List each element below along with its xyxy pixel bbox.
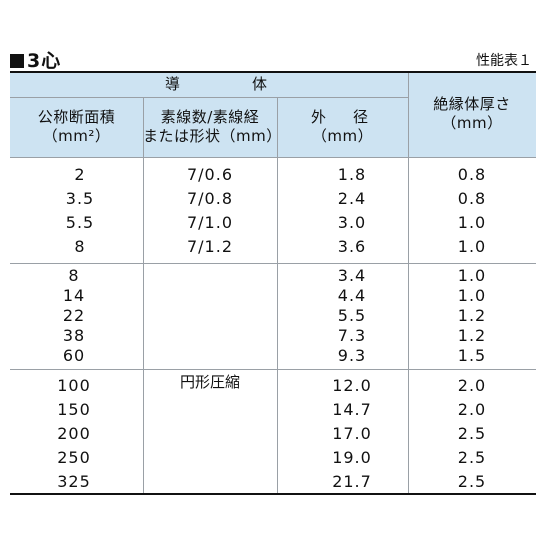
area-cell: 3.5 [65, 189, 95, 208]
area-cell: 200 [57, 424, 91, 443]
area-cell: 22 [62, 306, 86, 325]
outer-cell: 3.4 [337, 266, 367, 285]
outer-cell: 3.0 [337, 213, 367, 232]
strands-cell: 7/1.2 [186, 237, 233, 256]
outer-cell: 9.3 [337, 346, 367, 365]
col-divider-2 [277, 97, 278, 494]
area-cell: 14 [62, 286, 86, 305]
col-divider-3 [408, 71, 409, 494]
outer-cell: 17.0 [332, 424, 372, 443]
square-bullet-icon [10, 54, 24, 68]
header-outer-label: 外 径 [310, 108, 374, 126]
area-cell: 250 [57, 448, 91, 467]
header-area-unit: （mm²） [42, 127, 111, 145]
area-cell: 5.5 [65, 213, 95, 232]
insulation-cell: 0.8 [457, 165, 487, 184]
header-conductor: 導 体 [164, 74, 281, 93]
area-cell: 8 [68, 266, 80, 285]
reference-label: 性能表１ [476, 53, 532, 69]
table-top-edge [10, 71, 536, 73]
header-insulation: 絶縁体厚さ （mm） [408, 71, 536, 157]
insulation-cell: 1.2 [457, 306, 487, 325]
insulation-cell: 0.8 [457, 189, 487, 208]
header-area: 公称断面積 （mm²） [10, 97, 143, 157]
area-cell: 60 [62, 346, 86, 365]
insulation-cell: 1.0 [457, 213, 487, 232]
outer-cell: 19.0 [332, 448, 372, 467]
outer-cell: 14.7 [332, 400, 372, 419]
merged-shape-cell: 円形圧縮 [179, 372, 240, 391]
header-insulation-unit: （mm） [441, 114, 503, 132]
outer-cell: 21.7 [332, 472, 372, 491]
insulation-cell: 1.0 [457, 286, 487, 305]
header-area-label: 公称断面積 [37, 108, 116, 126]
outer-cell: 2.4 [337, 189, 367, 208]
insulation-cell: 2.5 [457, 472, 487, 491]
insulation-cell: 2.5 [457, 448, 487, 467]
strands-cell: 7/0.8 [186, 189, 233, 208]
header-strands-label: 素線数/素線経 [160, 108, 260, 126]
area-cell: 8 [74, 237, 86, 256]
header-outer-unit: （mm） [311, 127, 374, 145]
table-bottom-edge [10, 493, 536, 495]
insulation-cell: 1.0 [457, 237, 487, 256]
header-divider [10, 97, 408, 98]
area-cell: 325 [57, 472, 91, 491]
page-title: 3心 [10, 46, 61, 73]
outer-cell: 4.4 [337, 286, 367, 305]
header-outer: 外 径 （mm） [277, 97, 408, 157]
insulation-cell: 2.0 [457, 400, 487, 419]
spec-table: 導 体 公称断面積 （mm²） 素線数/素線経 または形状（mm） 外 径 （m… [10, 71, 536, 495]
header-strands-sub: または形状（mm） [143, 127, 282, 145]
header-strands: 素線数/素線経 または形状（mm） [143, 97, 282, 157]
insulation-cell: 2.5 [457, 424, 487, 443]
insulation-cell: 2.0 [457, 376, 487, 395]
header-insulation-label: 絶縁体厚さ [433, 95, 511, 113]
group-divider-1 [10, 263, 536, 264]
strands-cell: 7/0.6 [186, 165, 233, 184]
insulation-cell: 1.5 [457, 346, 487, 365]
outer-cell: 5.5 [337, 306, 367, 325]
outer-cell: 7.3 [337, 326, 367, 345]
outer-cell: 1.8 [337, 165, 367, 184]
area-cell: 150 [57, 400, 91, 419]
header-background [10, 71, 536, 157]
group-divider-2 [10, 369, 536, 370]
area-cell: 2 [74, 165, 86, 184]
area-cell: 38 [62, 326, 86, 345]
header-bottom-line [10, 157, 536, 158]
insulation-cell: 1.0 [457, 266, 487, 285]
outer-cell: 12.0 [332, 376, 372, 395]
outer-cell: 3.6 [337, 237, 367, 256]
strands-cell: 7/1.0 [186, 213, 233, 232]
insulation-cell: 1.2 [457, 326, 487, 345]
col-divider-1 [143, 97, 144, 494]
area-cell: 100 [57, 376, 91, 395]
